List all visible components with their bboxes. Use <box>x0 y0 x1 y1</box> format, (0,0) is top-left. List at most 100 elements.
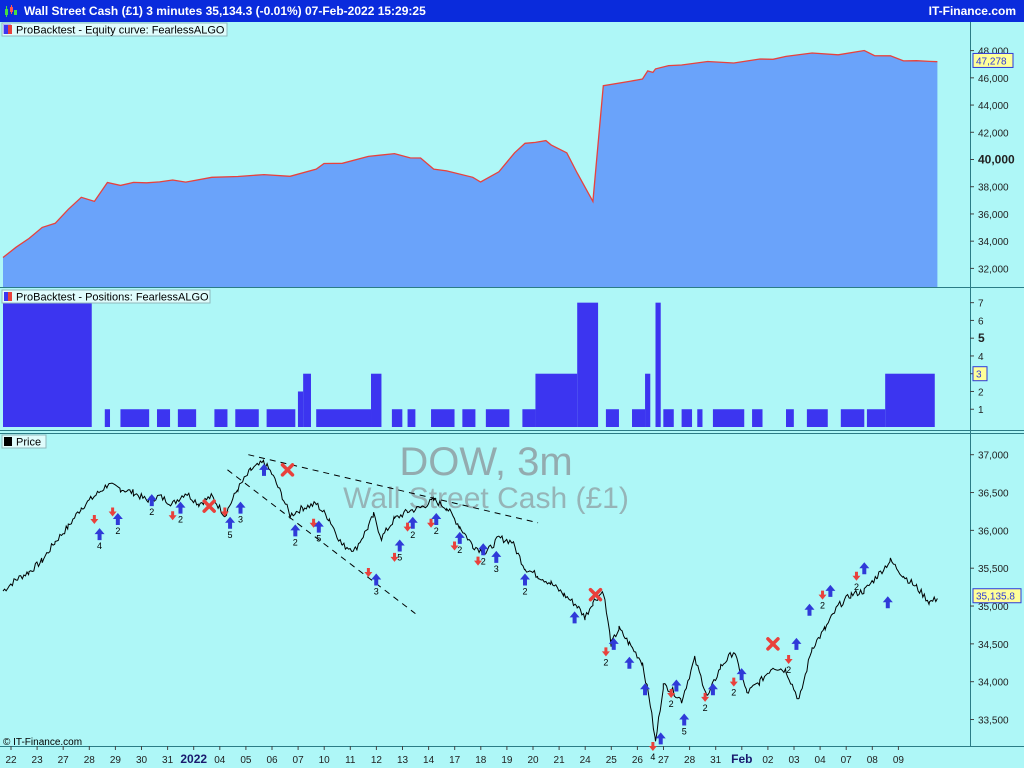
x-tick-label: 04 <box>815 755 827 766</box>
marker-count-label: 5 <box>316 534 321 544</box>
buy-arrow-icon <box>235 501 246 514</box>
marker-count-label: 3 <box>494 564 499 574</box>
marker-count-label: 5 <box>397 552 402 562</box>
brand-label: IT-Finance.com <box>928 4 1016 18</box>
marker-count-label: 5 <box>682 727 687 737</box>
x-tick-label: 13 <box>397 755 409 766</box>
price-axis: 33,500 34,000 34,500 35,000 35,500 36,000 36,5… <box>970 451 1022 727</box>
x-tick-label: 22 <box>5 755 17 766</box>
exit-cross-icon <box>766 637 780 651</box>
x-tick-label: 10 <box>319 755 331 766</box>
position-bar <box>177 409 197 427</box>
x-tick-label: 07 <box>293 755 305 766</box>
position-bar <box>885 373 935 427</box>
x-tick-label: 23 <box>32 755 44 766</box>
buy-arrow-icon <box>491 550 502 563</box>
marker-count-label: 2 <box>603 657 608 667</box>
buy-arrow-icon <box>671 679 682 692</box>
y-tick-label: 36,500 <box>978 489 1009 500</box>
position-bar <box>462 409 476 427</box>
x-tick-label: 12 <box>371 755 383 766</box>
y-tick-label: 34,500 <box>978 640 1009 651</box>
marker-count-label: 2 <box>115 526 120 536</box>
sell-arrow-icon <box>648 742 657 751</box>
buy-arrow-icon <box>569 611 580 624</box>
y-tick-label: 32,000 <box>978 264 1009 275</box>
sell-arrow-icon <box>390 552 399 562</box>
buy-arrow-icon <box>624 656 635 669</box>
marker-count-label: 2 <box>410 530 415 540</box>
buy-arrow-icon <box>371 573 382 586</box>
buy-arrow-icon <box>478 543 489 556</box>
equity-legend: ProBacktest - Equity curve: FearlessALGO <box>16 25 225 37</box>
copyright-text: © IT-Finance.com <box>3 737 82 748</box>
position-bar <box>712 409 745 427</box>
title-bar: Wall Street Cash (£1) 3 minutes 35,134.3… <box>0 0 1024 22</box>
buy-arrow-icon <box>259 463 269 476</box>
y-tick-label: 7 <box>978 299 984 310</box>
position-bar <box>235 409 259 427</box>
x-tick-label: 03 <box>788 755 800 766</box>
equity-panel[interactable]: 32,000 34,000 36,000 38,000 40,000 42,000 44,0… <box>1 22 1015 287</box>
position-bar <box>156 409 171 427</box>
exit-cross-icon <box>280 463 295 477</box>
last-value-label: 47,278 <box>976 56 1007 67</box>
buy-arrow-icon <box>882 596 893 609</box>
equity-axis: 32,000 34,000 36,000 38,000 40,000 42,000 44,0… <box>970 47 1015 275</box>
position-bar <box>681 409 693 427</box>
buy-arrow-icon <box>804 603 815 616</box>
equity-area <box>3 50 938 287</box>
positions-legend-swatch-red <box>8 292 12 301</box>
x-tick-label: 28 <box>684 755 696 766</box>
sell-arrow-icon <box>784 654 793 664</box>
x-tick-label: 21 <box>554 755 566 766</box>
y-tick-label: 35,000 <box>978 602 1009 613</box>
position-bar <box>391 409 403 427</box>
x-tick-label: 18 <box>475 755 487 766</box>
position-bar <box>104 409 111 427</box>
position-bar <box>605 409 619 427</box>
marker-count-label: 2 <box>522 587 527 597</box>
sell-arrow-icon <box>168 511 177 521</box>
position-bar <box>697 409 703 427</box>
buy-arrow-icon <box>225 516 236 529</box>
price-line <box>2 459 938 742</box>
price-panel[interactable]: DOW, 3m Wall Street Cash (£1) 33,500 34,0… <box>1 434 1022 762</box>
positions-legend-box <box>1 289 211 304</box>
x-tick-label: 28 <box>84 755 96 766</box>
marker-count-label: 3 <box>238 515 243 525</box>
x-tick-label: 31 <box>710 755 722 766</box>
trendline <box>248 454 539 524</box>
sell-arrow-icon <box>90 515 99 525</box>
x-tick-label: 24 <box>580 755 592 766</box>
x-tick-label: 05 <box>240 755 252 766</box>
watermark-title: DOW, 3m <box>399 440 572 484</box>
position-bar <box>806 409 828 427</box>
chart-canvas[interactable]: 32,000 34,000 36,000 38,000 40,000 42,000 44,0… <box>0 22 1024 768</box>
x-tick-label: 04 <box>214 755 226 766</box>
position-bar <box>371 373 382 427</box>
buy-arrow-icon <box>825 584 836 597</box>
positions-bars <box>3 302 935 427</box>
marker-count-label: 4 <box>97 541 102 551</box>
y-tick-label: 44,000 <box>978 101 1009 112</box>
marker-count-label: 2 <box>481 556 486 566</box>
x-tick-label: 27 <box>658 755 670 766</box>
sell-arrow-icon <box>474 556 483 566</box>
y-tick-label: 42,000 <box>978 128 1009 139</box>
buy-arrow-icon <box>94 528 105 541</box>
marker-count-label: 2 <box>731 688 736 698</box>
positions-legend: ProBacktest - Positions: FearlessALGO <box>16 292 209 304</box>
x-tick-label: 25 <box>606 755 618 766</box>
position-bar <box>303 373 311 427</box>
x-tick-label: 29 <box>110 755 122 766</box>
position-bar <box>786 409 794 427</box>
buy-arrow-icon <box>175 501 186 514</box>
positions-panel[interactable]: 12345673 ProBacktest - Positions: Fearle… <box>1 289 988 427</box>
x-tick-label: 11 <box>345 755 356 766</box>
position-bar <box>522 409 536 427</box>
position-bar <box>655 302 661 427</box>
equity-line <box>2 49 938 259</box>
position-bar <box>535 373 578 427</box>
